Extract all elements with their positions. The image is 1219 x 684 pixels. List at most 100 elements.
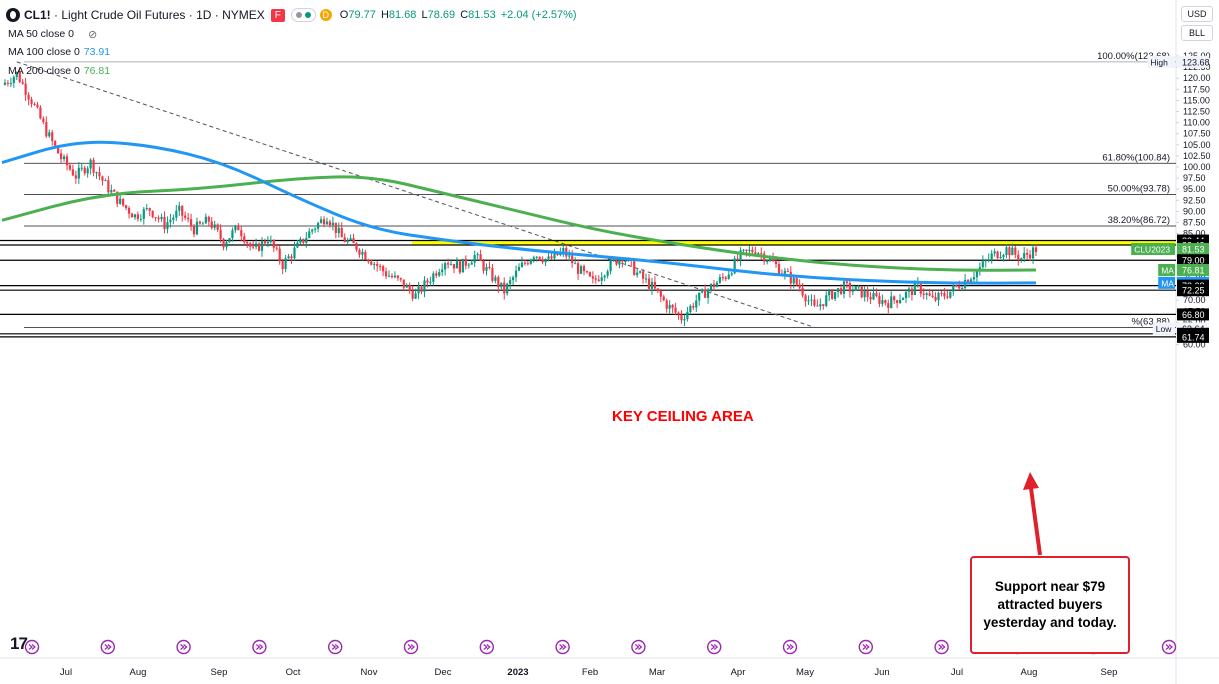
candle-body [1023, 253, 1026, 259]
currency-selector[interactable]: USD [1181, 6, 1213, 22]
candle-body [786, 270, 789, 272]
candle-body [712, 283, 716, 288]
candle-body [396, 275, 399, 279]
candle-body [789, 271, 792, 284]
candle-body [178, 205, 181, 211]
event-icon[interactable] [100, 639, 116, 655]
candle-body [361, 251, 364, 255]
price-tag-label: 123.68 [1182, 57, 1210, 67]
candle-body [476, 254, 479, 256]
candle-body [325, 221, 329, 225]
candle-body [455, 261, 459, 269]
symbol-name[interactable]: CL1! [24, 8, 51, 22]
event-icon[interactable] [707, 639, 722, 655]
price-tag [1177, 308, 1209, 321]
candle-body [252, 246, 255, 248]
candle-body [969, 279, 973, 283]
candle-body [774, 261, 778, 265]
event-icon[interactable] [1161, 639, 1177, 655]
candle-body [931, 295, 934, 298]
candle-body [423, 280, 426, 292]
price-axis-label: 92.50 [1183, 195, 1206, 205]
candle-body [269, 240, 272, 242]
market-status-pill[interactable] [290, 8, 316, 22]
candle-body [86, 168, 89, 174]
trendline-dashed [16, 61, 815, 328]
event-icon[interactable] [176, 639, 191, 655]
candle-body [15, 71, 18, 78]
indicator-ma50[interactable]: MA 50 close 0 ⊘ [8, 27, 97, 41]
unit-selector[interactable]: BLL [1181, 25, 1213, 41]
candle-body [145, 208, 148, 210]
candle-body [878, 296, 881, 304]
flag-badge-icon[interactable]: F [270, 8, 285, 22]
candle-body [636, 272, 639, 275]
candle-body [275, 247, 278, 249]
candle-body [798, 284, 801, 288]
event-icon[interactable] [631, 639, 646, 655]
indicator-ma100[interactable]: MA 100 close 0 73.91 [8, 45, 110, 59]
interval-label[interactable]: 1D [196, 8, 212, 22]
candle-body [290, 256, 293, 259]
candle-body [358, 249, 361, 255]
price-tag-prefix: MA [1161, 278, 1174, 288]
fib-level-label: %(63.88) [1131, 316, 1170, 327]
indicator-ma200[interactable]: MA 200 close 0 76.81 [8, 64, 110, 78]
ohlc-values: O79.77 H81.68 L78.69 C81.53 +2.04 (+2.57… [339, 9, 577, 21]
price-tag-prefix: MA [1161, 265, 1174, 275]
candle-body [653, 281, 656, 289]
event-icon[interactable] [555, 639, 570, 655]
candle-body [875, 293, 878, 297]
price-tag-prefix-box [1158, 263, 1175, 276]
candle-body [739, 250, 742, 261]
event-icon[interactable] [24, 639, 40, 655]
candle-body [364, 251, 367, 260]
event-icon[interactable] [328, 639, 343, 655]
candle-body [68, 165, 72, 170]
candle-body [506, 283, 509, 294]
candle-body [612, 259, 615, 261]
candle-body [585, 271, 589, 273]
candle-body [500, 282, 503, 288]
candle-body [420, 286, 423, 292]
event-icon[interactable] [858, 639, 873, 655]
candle-body [201, 223, 204, 225]
candle-body [1011, 247, 1014, 256]
candle-body [473, 255, 476, 263]
candle-body [163, 216, 166, 230]
event-icon[interactable] [252, 639, 267, 655]
indicator-label: MA 100 close 0 [8, 46, 80, 58]
indicator-label: MA 200 close 0 [8, 65, 80, 77]
event-icon[interactable] [479, 639, 494, 655]
candle-body [757, 253, 760, 255]
indicator-label: MA 50 close 0 [8, 28, 74, 40]
price-tag-prefix-box [1147, 55, 1175, 68]
event-icon[interactable] [934, 639, 949, 655]
candle-body [520, 262, 524, 267]
time-axis-label: Aug [1021, 667, 1038, 678]
candle-body [210, 221, 213, 228]
hidden-eye-icon[interactable]: ⊘ [87, 28, 98, 41]
candle-body [127, 207, 131, 214]
data-badge-icon[interactable]: D [319, 9, 332, 21]
candle-body [1026, 253, 1029, 255]
candle-body [234, 225, 237, 231]
candle-body [766, 260, 769, 262]
candle-body [509, 280, 512, 284]
candle-body [582, 266, 586, 272]
support-arrow-shaft [1029, 487, 1042, 556]
candle-body [71, 169, 75, 176]
candle-body [1008, 247, 1011, 256]
candle-body [343, 237, 346, 243]
candle-body [591, 276, 594, 279]
candle-body [695, 300, 698, 308]
tradingview-logo[interactable]: 17 [10, 634, 28, 653]
event-icon[interactable] [782, 639, 798, 655]
event-icon[interactable] [403, 639, 419, 655]
candle-body [792, 277, 795, 284]
time-axis-label: Dec [435, 667, 452, 678]
candle-body [414, 293, 417, 299]
time-axis-label: Mar [649, 667, 665, 678]
symbol-header[interactable]: CL1! · Light Crude Oil Futures · 1D · NY… [6, 6, 579, 24]
